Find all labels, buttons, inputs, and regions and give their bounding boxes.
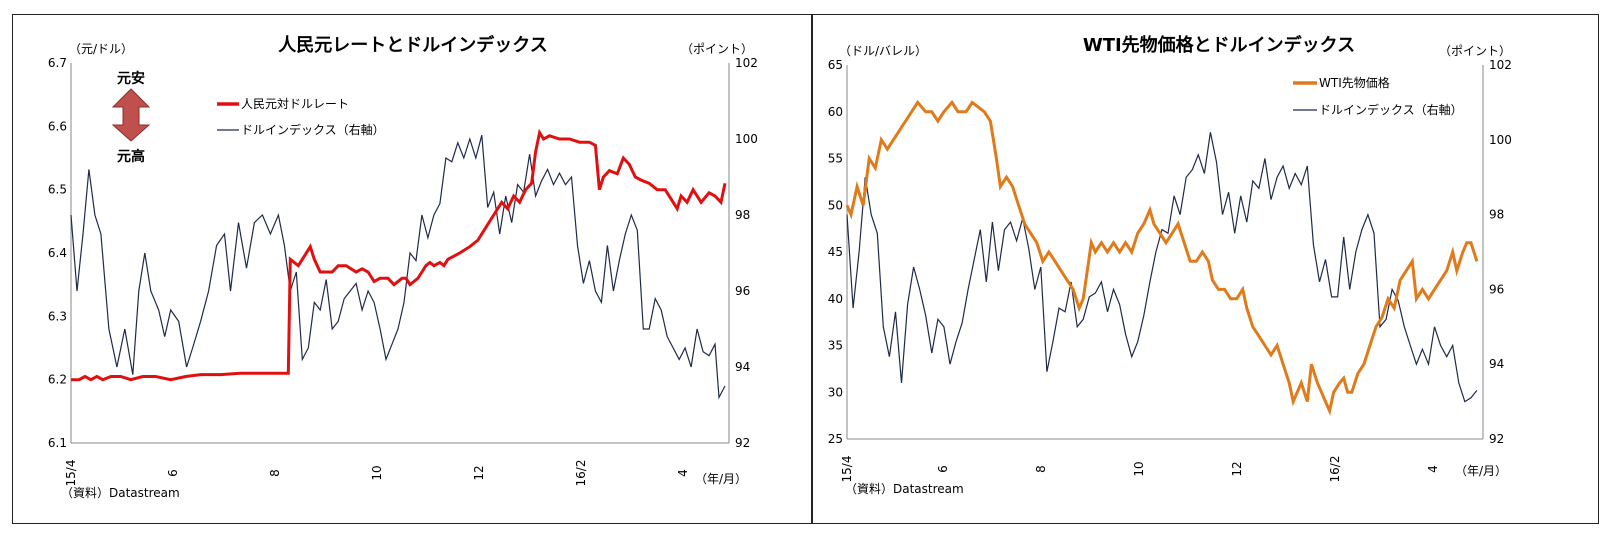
- right-y-tick-label: 92: [735, 436, 750, 450]
- right-y-tick-label: 102: [1489, 58, 1512, 72]
- x-ticks: 15/4 6 8 10 12 16/2 4: [840, 456, 1440, 483]
- x-axis-unit: （年/月）: [695, 472, 747, 486]
- right-axis-unit: （ポイント）: [681, 42, 753, 56]
- left-y-tick-label: 6.6: [48, 119, 67, 133]
- x-tick-label: 10: [1132, 461, 1146, 476]
- left-y-tick-label: 6.1: [48, 436, 67, 450]
- left-y-tick-label: 6.4: [48, 246, 67, 260]
- left-y-tick-label: 60: [828, 105, 843, 119]
- x-tick-label: 15/4: [64, 460, 78, 487]
- right-y-tick-label: 94: [735, 360, 750, 374]
- left-y-tick-label: 6.2: [48, 373, 67, 387]
- left-y-tick-label: 6.3: [48, 309, 67, 323]
- source-note: （資料）Datastream: [845, 482, 964, 496]
- x-tick-label: 12: [472, 465, 486, 480]
- left-y-tick-label: 40: [828, 292, 843, 306]
- chart-title: 人民元レートとドルインデックス: [278, 34, 547, 56]
- left-y-ticks: 6.7 6.6 6.5 6.4 6.3 6.2 6.1: [48, 56, 67, 450]
- series-line-wti: [845, 99, 1479, 416]
- x-tick-label: 10: [370, 465, 384, 480]
- legend-label-cny: 人民元対ドルレート: [241, 97, 349, 111]
- x-axis-unit: （年/月）: [1455, 464, 1507, 478]
- legend-label-dxy: ドルインデックス（右軸）: [1319, 102, 1463, 117]
- x-tick-label: 8: [1034, 465, 1048, 473]
- annotation-weak-yuan: 元安: [117, 70, 145, 87]
- left-y-tick-label: 65: [828, 58, 843, 72]
- x-tick-label: 6: [936, 465, 950, 473]
- right-y-tick-label: 98: [1489, 208, 1504, 222]
- chart-svg-wti: WTI先物価格とドルインデックス （ドル/バレル） （ポイント） （年/月） （…: [828, 34, 1512, 496]
- x-ticks: 15/4 6 8 10 12 16/2 4: [64, 460, 690, 487]
- right-y-tick-label: 98: [735, 208, 750, 222]
- chart-svg-cny: 人民元レートとドルインデックス （元/ドル） （ポイント） （年/月） （資料）…: [48, 34, 758, 500]
- left-y-tick-label: 50: [828, 198, 843, 212]
- left-y-tick-label: 30: [828, 385, 843, 399]
- x-tick-label: 4: [676, 469, 690, 477]
- chart-title: WTI先物価格とドルインデックス: [1083, 34, 1355, 56]
- double-arrow-icon: [111, 88, 151, 142]
- annotation-strong-yuan: 元高: [117, 148, 145, 165]
- right-y-ticks: 102 100 98 96 94 92: [735, 56, 758, 450]
- right-y-ticks: 102 100 98 96 94 92: [1489, 58, 1512, 446]
- source-note: （資料）Datastream: [61, 486, 180, 500]
- left-y-tick-label: 6.7: [48, 56, 67, 70]
- left-y-tick-label: 6.5: [48, 183, 67, 197]
- x-tick-label: 8: [268, 469, 282, 477]
- series-line-dxy: [846, 132, 1478, 403]
- right-axis-unit: （ポイント）: [1439, 44, 1511, 58]
- series-line-cny: [71, 128, 727, 382]
- left-y-ticks: 65 60 55 50 45 40 35 30 25: [828, 58, 843, 446]
- right-y-tick-label: 100: [1489, 133, 1512, 147]
- x-tick-label: 16/2: [574, 460, 588, 487]
- right-y-tick-label: 96: [1489, 282, 1504, 296]
- right-y-tick-label: 96: [735, 284, 750, 298]
- chart-panel-cny: 人民元レートとドルインデックス （元/ドル） （ポイント） （年/月） （資料）…: [12, 14, 812, 524]
- right-y-tick-label: 92: [1489, 432, 1504, 446]
- series-line-dxy: [70, 135, 726, 400]
- x-tick-label: 6: [166, 469, 180, 477]
- x-tick-label: 16/2: [1328, 456, 1342, 483]
- x-tick-label: 4: [1426, 465, 1440, 473]
- right-y-tick-label: 100: [735, 132, 758, 146]
- right-y-tick-label: 94: [1489, 357, 1504, 371]
- left-y-tick-label: 45: [828, 245, 843, 259]
- left-axis-unit: （元/ドル）: [69, 42, 133, 56]
- x-tick-label: 12: [1230, 461, 1244, 476]
- left-y-tick-label: 25: [828, 432, 843, 446]
- x-tick-label: 15/4: [840, 456, 854, 483]
- right-y-tick-label: 102: [735, 56, 758, 70]
- left-axis-unit: （ドル/バレル）: [839, 44, 927, 58]
- chart-panel-wti: WTI先物価格とドルインデックス （ドル/バレル） （ポイント） （年/月） （…: [812, 14, 1599, 524]
- left-y-tick-label: 55: [828, 152, 843, 166]
- legend-label-dxy: ドルインデックス（右軸）: [241, 122, 385, 137]
- left-y-tick-label: 35: [828, 339, 843, 353]
- legend-label-wti: WTI先物価格: [1319, 75, 1390, 90]
